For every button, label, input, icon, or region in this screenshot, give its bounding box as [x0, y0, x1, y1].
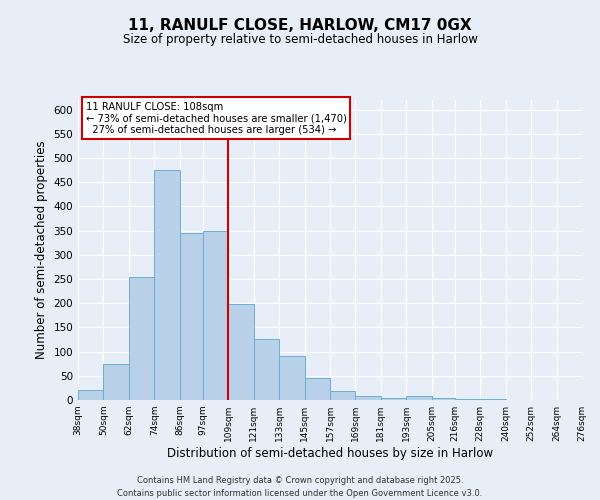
Bar [129, 276, 154, 400]
Bar [254, 338, 279, 400]
Y-axis label: Number of semi-detached properties: Number of semi-detached properties [35, 140, 48, 360]
Bar [103, 364, 129, 400]
Text: 11, RANULF CLOSE, HARLOW, CM17 0GX: 11, RANULF CLOSE, HARLOW, CM17 0GX [128, 18, 472, 32]
Bar [78, 390, 103, 400]
Bar [203, 230, 229, 400]
Bar [406, 396, 431, 400]
Bar [279, 356, 305, 400]
Bar [381, 398, 406, 400]
Bar [481, 399, 506, 400]
X-axis label: Distribution of semi-detached houses by size in Harlow: Distribution of semi-detached houses by … [167, 447, 493, 460]
Bar [154, 170, 179, 400]
Bar [355, 396, 381, 400]
Text: Contains HM Land Registry data © Crown copyright and database right 2025.
Contai: Contains HM Land Registry data © Crown c… [118, 476, 482, 498]
Bar [229, 304, 254, 400]
Bar [431, 398, 455, 400]
Bar [330, 392, 355, 400]
Text: 11 RANULF CLOSE: 108sqm
← 73% of semi-detached houses are smaller (1,470)
  27% : 11 RANULF CLOSE: 108sqm ← 73% of semi-de… [86, 102, 346, 134]
Bar [305, 378, 330, 400]
Bar [179, 233, 203, 400]
Text: Size of property relative to semi-detached houses in Harlow: Size of property relative to semi-detach… [122, 32, 478, 46]
Bar [455, 399, 481, 400]
